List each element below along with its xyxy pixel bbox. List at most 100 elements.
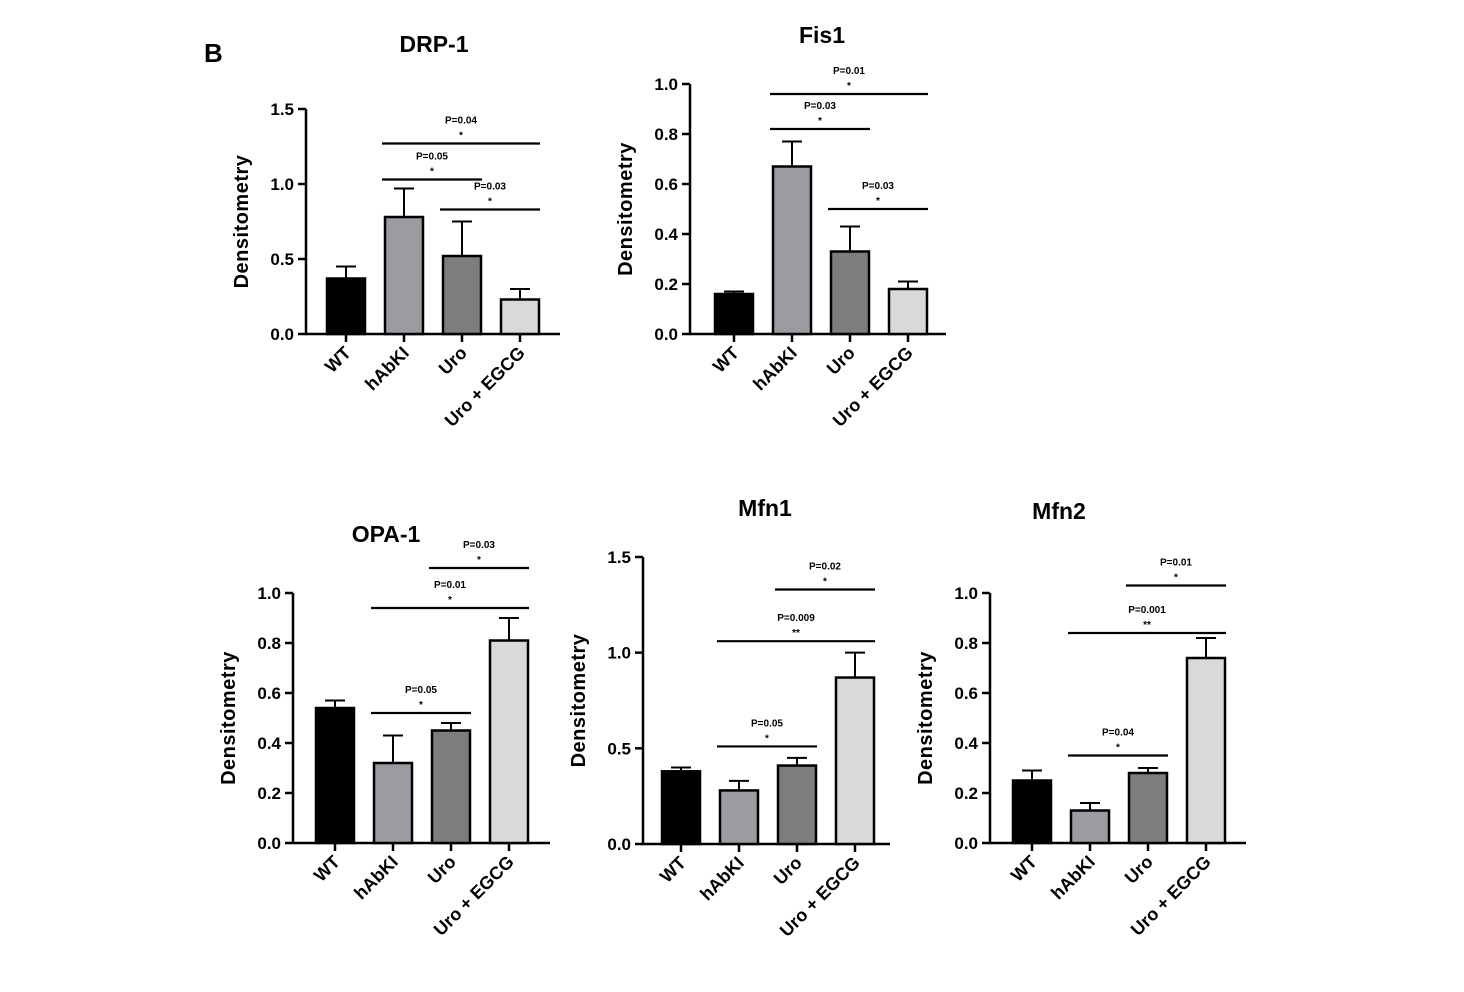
x-tick-label: Uro — [770, 853, 806, 889]
bar-uro-egcg — [834, 676, 876, 846]
y-tick-label: 0.5 — [607, 739, 631, 758]
bar-habki — [1069, 809, 1111, 845]
significance-stars: ** — [1143, 620, 1151, 631]
y-tick-label: 0.6 — [257, 684, 281, 703]
x-tick-label: WT — [709, 343, 743, 377]
bar-wt — [713, 292, 755, 336]
significance-stars: * — [419, 700, 423, 711]
y-tick-label: 0.4 — [954, 734, 978, 753]
x-tick-label: hAbKI — [350, 852, 402, 904]
y-tick-label: 1.0 — [654, 75, 678, 94]
chart-mfn2: Mfn2 Densitometry 0.0 0.2 0.4 0.6 0.8 1.0 WT hAbK… — [915, 498, 1246, 940]
y-axis-label: Densitometry — [915, 651, 937, 785]
bar-uro — [1127, 771, 1169, 845]
y-tick-label: 0.6 — [654, 175, 678, 194]
x-tick-label: hAbKI — [1047, 852, 1099, 904]
bar-habki — [718, 789, 760, 846]
x-tick-label: Uro — [1121, 852, 1157, 888]
y-tick-label: 0.4 — [654, 225, 678, 244]
y-tick-label: 0.8 — [654, 125, 678, 144]
significance-stars: * — [765, 733, 769, 744]
x-tick-label: WT — [656, 853, 690, 887]
bar-uro-egcg — [488, 639, 530, 845]
p-value-label: P=0.04 — [1102, 728, 1134, 739]
y-tick-label: 1.0 — [257, 584, 281, 603]
bar-uro-egcg — [887, 287, 929, 336]
y-tick-label: 0.4 — [257, 734, 281, 753]
p-value-label: P=0.04 — [445, 116, 477, 127]
bar-uro — [430, 729, 472, 845]
y-tick-label: 1.0 — [270, 175, 294, 194]
bar-habki — [372, 761, 414, 845]
y-tick-label: 0.0 — [257, 834, 281, 853]
bar-uro-egcg — [1185, 656, 1227, 845]
y-tick-label: 1.5 — [607, 548, 631, 567]
y-tick-label: 1.0 — [954, 584, 978, 603]
chart-title: Mfn1 — [738, 495, 792, 521]
figure-label: B — [204, 38, 223, 68]
y-axis-label: Densitometry — [568, 633, 590, 767]
significance-stars: * — [1174, 573, 1178, 584]
significance-stars: * — [488, 197, 492, 208]
y-tick-label: 0.8 — [954, 634, 978, 653]
y-tick-label: 0.0 — [607, 835, 631, 854]
x-tick-label: Uro — [823, 343, 859, 379]
significance-stars: * — [818, 116, 822, 127]
p-value-label: P=0.01 — [833, 66, 865, 77]
x-tick-label: WT — [321, 343, 355, 377]
p-value-label: P=0.05 — [416, 152, 448, 163]
chart-title: Fis1 — [799, 22, 845, 48]
bar-uro — [829, 250, 871, 336]
p-value-label: P=0.03 — [463, 540, 495, 551]
chart-title: OPA-1 — [352, 521, 421, 547]
bar-habki — [383, 215, 425, 336]
significance-stars: ** — [792, 628, 800, 639]
y-tick-label: 0.0 — [654, 325, 678, 344]
chart-fis1: Fis1 Densitometry 0.0 0.2 0.4 0.6 0.8 1.0 WT hAbK… — [615, 22, 946, 431]
bar-habki — [771, 165, 813, 336]
p-value-label: P=0.01 — [434, 580, 466, 591]
significance-stars: * — [847, 81, 851, 92]
chart-title: DRP-1 — [399, 31, 468, 57]
significance-stars: * — [448, 595, 452, 606]
significance-stars: * — [430, 167, 434, 178]
bar-uro — [776, 764, 818, 846]
bar-uro — [441, 254, 483, 336]
y-tick-label: 0.2 — [257, 784, 281, 803]
chart-title: Mfn2 — [1032, 498, 1086, 524]
x-tick-label: hAbKI — [749, 343, 801, 395]
y-axis-label: Densitometry — [218, 651, 240, 785]
y-tick-label: 0.8 — [257, 634, 281, 653]
y-axis-label: Densitometry — [615, 142, 637, 276]
y-tick-label: 0.0 — [954, 834, 978, 853]
bar-wt — [1011, 779, 1053, 845]
y-axis-label: Densitometry — [231, 154, 253, 288]
y-tick-label: 0.5 — [270, 250, 294, 269]
chart-opa1: OPA-1 Densitometry 0.0 0.2 0.4 0.6 0.8 1.0 WT hAb… — [218, 521, 550, 940]
p-value-label: P=0.05 — [405, 685, 437, 696]
bar-wt — [660, 770, 702, 846]
p-value-label: P=0.03 — [862, 181, 894, 192]
significance-stars: * — [876, 196, 880, 207]
p-value-label: P=0.02 — [809, 562, 841, 573]
y-tick-label: 0.0 — [270, 325, 294, 344]
y-tick-label: 0.2 — [954, 784, 978, 803]
x-tick-label: Uro — [424, 852, 460, 888]
significance-stars: * — [459, 131, 463, 142]
x-tick-label: WT — [1007, 852, 1041, 886]
p-value-label: P=0.03 — [474, 182, 506, 193]
bar-uro-egcg — [499, 298, 541, 336]
bar-wt — [314, 706, 356, 845]
x-tick-label: hAbKI — [696, 853, 748, 905]
y-tick-label: 1.0 — [607, 644, 631, 663]
p-value-label: P=0.01 — [1160, 558, 1192, 569]
p-value-label: P=0.009 — [777, 613, 815, 624]
p-value-label: P=0.001 — [1128, 605, 1166, 616]
significance-stars: * — [477, 555, 481, 566]
y-tick-label: 1.5 — [270, 100, 294, 119]
bar-wt — [325, 277, 367, 336]
x-tick-label: WT — [310, 852, 344, 886]
x-tick-label: hAbKI — [361, 343, 413, 395]
